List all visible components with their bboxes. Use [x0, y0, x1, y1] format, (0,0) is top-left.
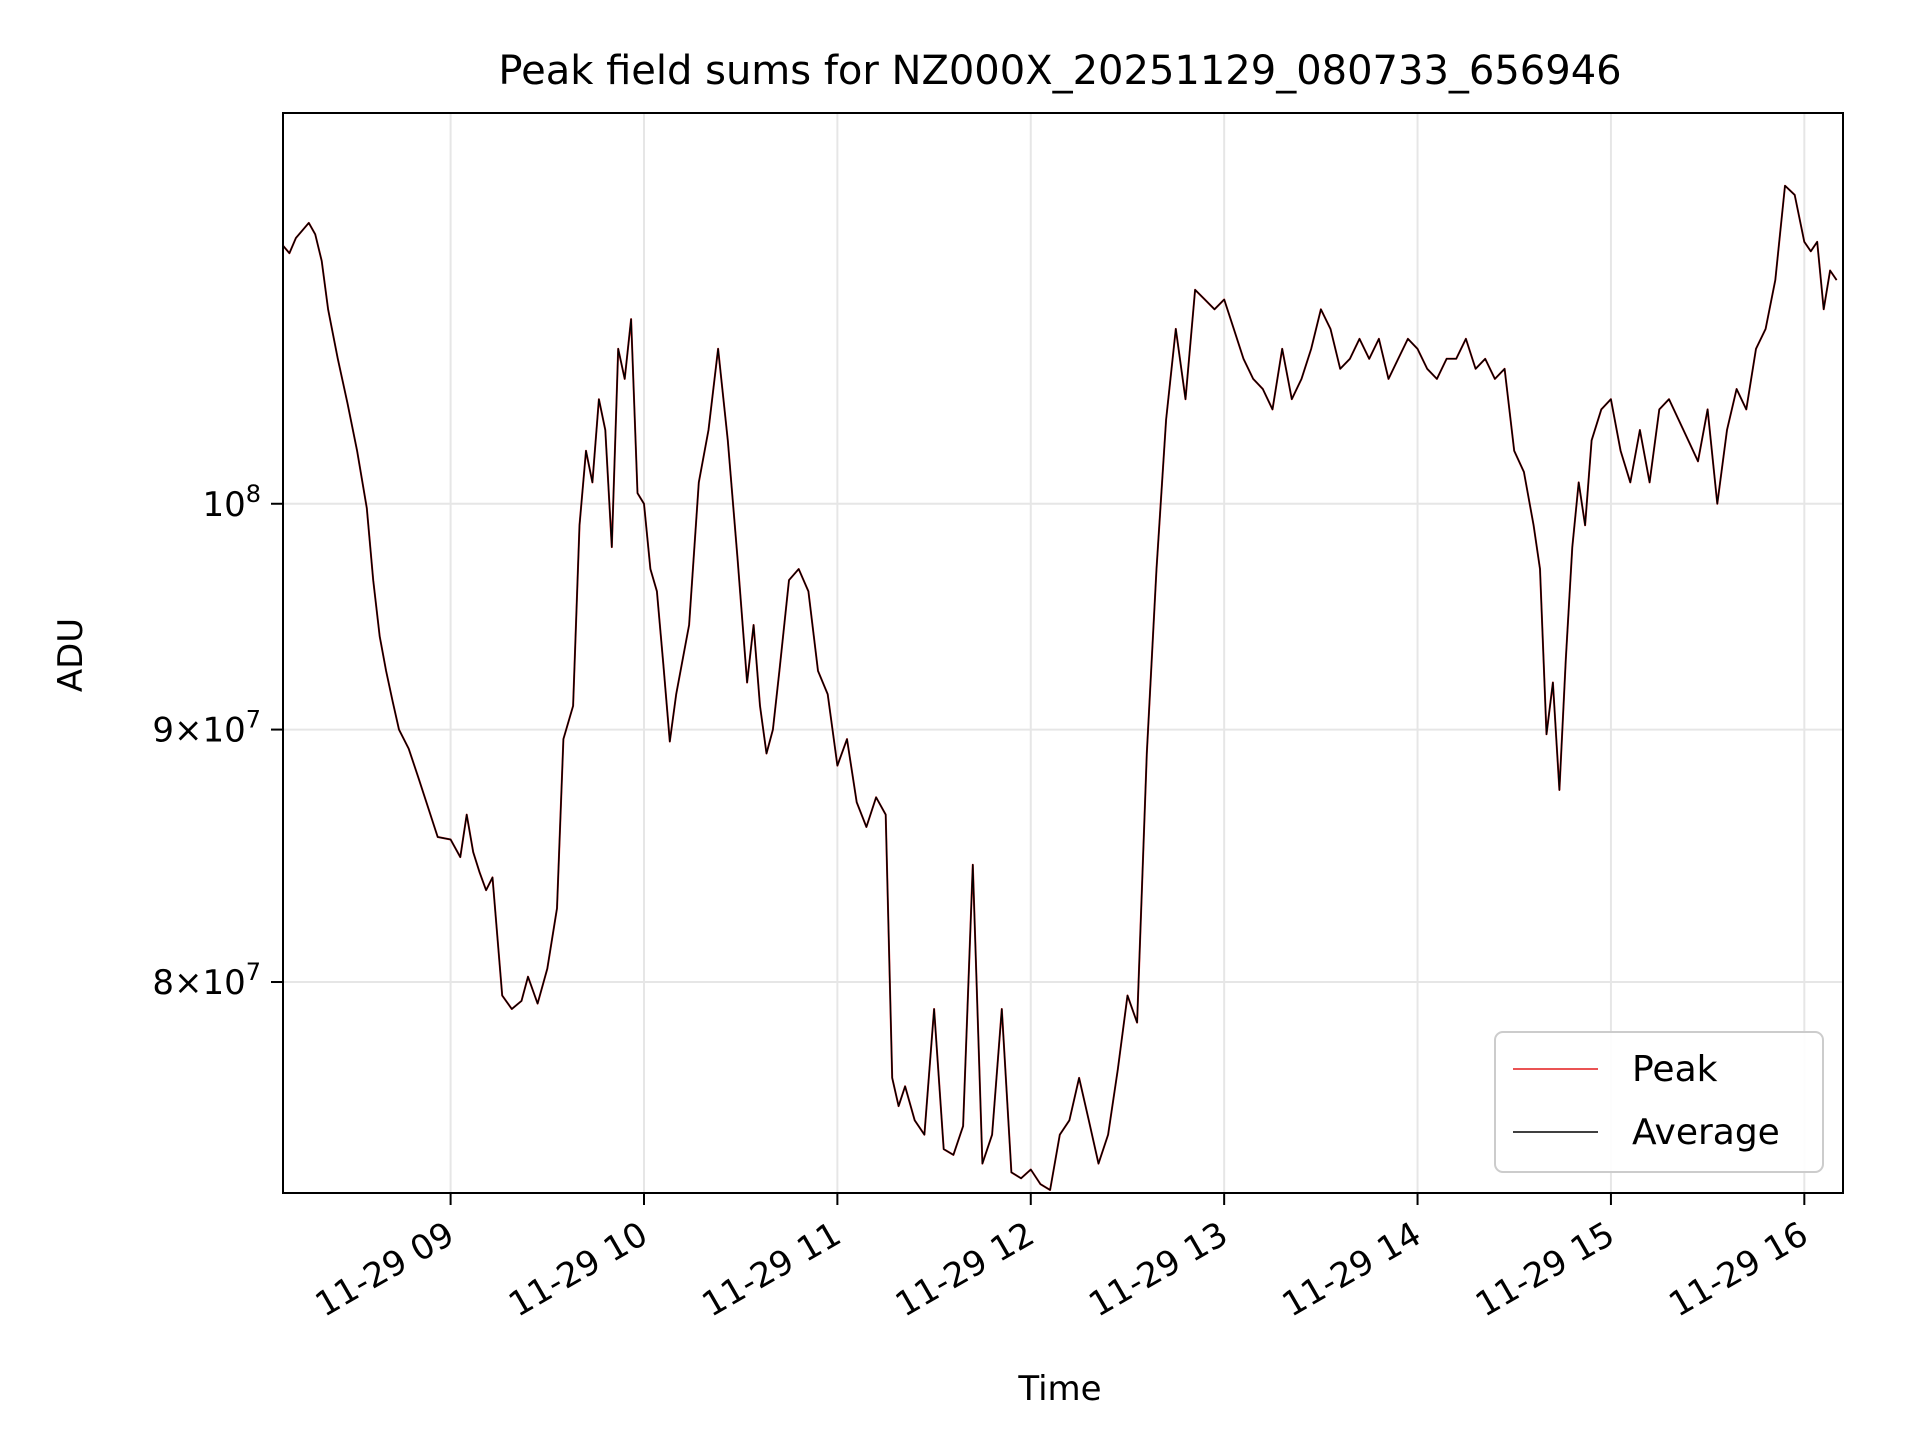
y-tick-label: 8×107: [152, 958, 261, 1003]
legend-label-average: Average: [1632, 1112, 1780, 1153]
legend-label-peak: Peak: [1632, 1049, 1718, 1090]
y-tick-label: 9×107: [152, 706, 261, 751]
chart-title: Peak field sums for NZ000X_20251129_0807…: [498, 48, 1621, 94]
x-axis-label: Time: [1017, 1369, 1101, 1409]
legend-box: [1494, 1031, 1824, 1173]
series-lines: [282, 184, 1838, 1191]
series-line-average: [282, 184, 1838, 1191]
y-axis: 8×107 9×107 108: [152, 480, 283, 1003]
legend: Peak Average: [1494, 1031, 1824, 1173]
y-tick-label: 108: [202, 480, 261, 525]
plot-frame: [282, 112, 1844, 1194]
y-axis-label: ADU: [51, 618, 91, 692]
grid-lines: [283, 113, 1843, 1193]
